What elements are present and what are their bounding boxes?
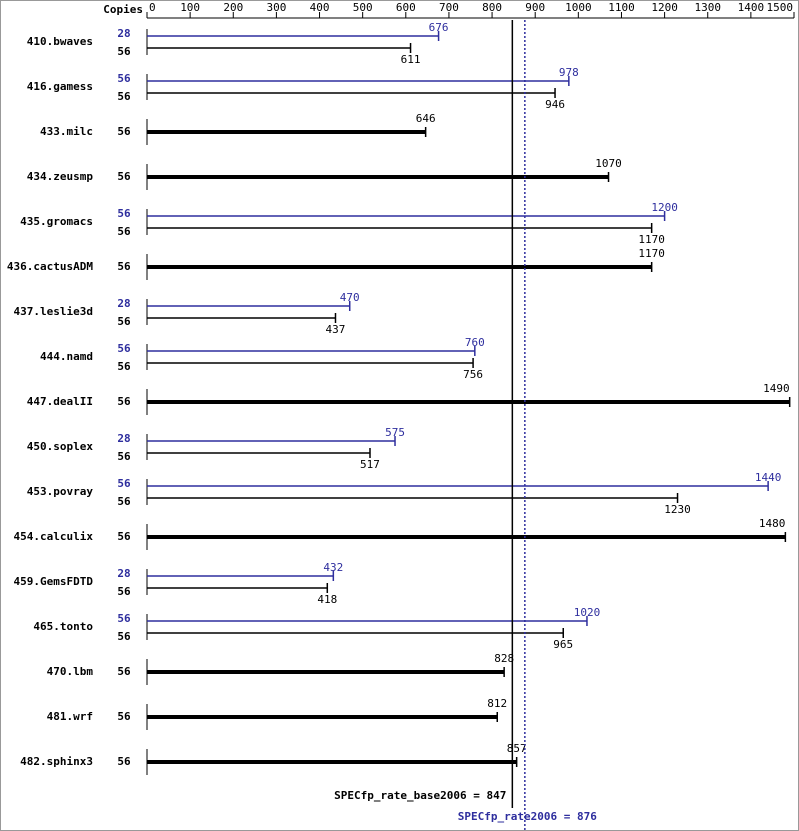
- benchmark-name: 454.calculix: [14, 530, 94, 543]
- copies-label: 56: [117, 360, 131, 373]
- copies-label: 56: [117, 125, 131, 138]
- copies-label: 56: [117, 477, 131, 490]
- copies-label: 28: [117, 27, 130, 40]
- x-tick-label: 1400: [738, 1, 765, 14]
- benchmark-name: 481.wrf: [47, 710, 93, 723]
- value-label: 517: [360, 458, 380, 471]
- benchmark-name: 453.povray: [27, 485, 94, 498]
- value-label: 760: [465, 336, 485, 349]
- copies-label: 56: [117, 72, 131, 85]
- x-tick-label: 900: [525, 1, 545, 14]
- copies-label: 56: [117, 225, 131, 238]
- x-tick-label: 1200: [651, 1, 678, 14]
- value-label: 828: [494, 652, 514, 665]
- benchmark-name: 410.bwaves: [27, 35, 93, 48]
- value-label: 812: [487, 697, 507, 710]
- value-label: 470: [340, 291, 360, 304]
- x-tick-label: 1300: [694, 1, 721, 14]
- copies-label: 56: [117, 170, 131, 183]
- x-tick-label: 100: [180, 1, 200, 14]
- value-label: 1480: [759, 517, 786, 530]
- reference-label: SPECfp_rate2006 = 876: [458, 810, 597, 823]
- value-label: 1170: [638, 247, 665, 260]
- benchmark-name: 416.gamess: [27, 80, 93, 93]
- copies-label: 56: [117, 585, 131, 598]
- copies-label: 56: [117, 315, 131, 328]
- value-label: 676: [429, 21, 449, 34]
- value-label: 437: [326, 323, 346, 336]
- x-tick-label: 1000: [565, 1, 592, 14]
- x-tick-label: 1100: [608, 1, 635, 14]
- benchmark-name: 447.dealII: [27, 395, 93, 408]
- copies-label: 28: [117, 567, 130, 580]
- value-label: 575: [385, 426, 405, 439]
- copies-label: 28: [117, 297, 130, 310]
- benchmark-name: 482.sphinx3: [20, 755, 93, 768]
- x-tick-label: 600: [396, 1, 416, 14]
- value-label: 1170: [638, 233, 665, 246]
- benchmark-name: 436.cactusADM: [7, 260, 93, 273]
- benchmark-name: 470.lbm: [47, 665, 94, 678]
- copies-label: 56: [117, 495, 131, 508]
- copies-label: 56: [117, 450, 131, 463]
- reference-label: SPECfp_rate_base2006 = 847: [334, 789, 506, 802]
- x-tick-label: 0: [149, 1, 156, 14]
- copies-label: 56: [117, 90, 131, 103]
- copies-label: 56: [117, 395, 131, 408]
- value-label: 1490: [763, 382, 790, 395]
- benchmark-name: 465.tonto: [33, 620, 93, 633]
- value-label: 1200: [651, 201, 678, 214]
- copies-label: 56: [117, 665, 131, 678]
- copies-label: 56: [117, 342, 131, 355]
- value-label: 1070: [595, 157, 622, 170]
- value-label: 432: [323, 561, 343, 574]
- x-tick-label: 500: [353, 1, 373, 14]
- value-label: 756: [463, 368, 483, 381]
- value-label: 857: [507, 742, 527, 755]
- x-tick-label: 200: [223, 1, 243, 14]
- value-label: 611: [401, 53, 421, 66]
- copies-label: 56: [117, 755, 131, 768]
- value-label: 965: [553, 638, 573, 651]
- copies-label: 56: [117, 260, 131, 273]
- value-label: 1440: [755, 471, 782, 484]
- copies-label: 56: [117, 530, 131, 543]
- x-tick-label: 300: [266, 1, 286, 14]
- value-label: 646: [416, 112, 436, 125]
- value-label: 1020: [574, 606, 601, 619]
- copies-label: 56: [117, 45, 131, 58]
- copies-header: Copies: [103, 3, 143, 16]
- x-tick-label: 1500: [767, 1, 794, 14]
- benchmark-name: 434.zeusmp: [27, 170, 94, 183]
- copies-label: 28: [117, 432, 130, 445]
- x-tick-label: 800: [482, 1, 502, 14]
- benchmark-name: 459.GemsFDTD: [14, 575, 94, 588]
- copies-label: 56: [117, 612, 131, 625]
- value-label: 1230: [664, 503, 691, 516]
- value-label: 978: [559, 66, 579, 79]
- value-label: 418: [317, 593, 337, 606]
- benchmark-name: 435.gromacs: [20, 215, 93, 228]
- benchmark-name: 433.milc: [40, 125, 93, 138]
- value-label: 946: [545, 98, 565, 111]
- x-tick-label: 400: [310, 1, 330, 14]
- copies-label: 56: [117, 630, 131, 643]
- benchmark-name: 444.namd: [40, 350, 93, 363]
- copies-label: 56: [117, 207, 131, 220]
- benchmark-name: 437.leslie3d: [14, 305, 93, 318]
- benchmark-name: 450.soplex: [27, 440, 94, 453]
- copies-label: 56: [117, 710, 131, 723]
- x-tick-label: 700: [439, 1, 459, 14]
